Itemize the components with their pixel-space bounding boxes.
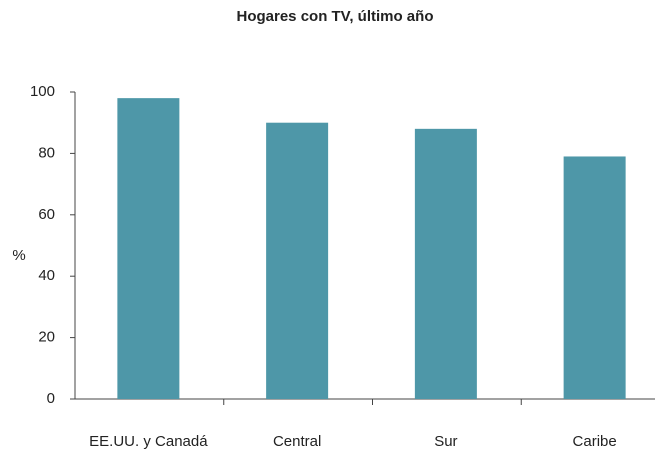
y-tick-label: 80 [38,144,55,161]
bar [414,128,477,399]
y-tick-label: 40 [38,267,55,284]
x-tick-label: Sur [434,433,457,450]
bar [117,98,180,399]
bar [266,122,329,399]
x-tick-label: Caribe [573,433,617,450]
bar [563,156,626,399]
y-tick-label: 20 [38,329,55,346]
y-axis-label: % [12,247,25,264]
y-tick-label: 100 [30,83,55,100]
y-tick-label: 0 [47,390,55,407]
chart-title: Hogares con TV, último año [237,8,434,25]
x-tick-label: Central [273,433,321,450]
y-tick-label: 60 [38,206,55,223]
x-tick-label: EE.UU. y Canadá [89,433,208,450]
